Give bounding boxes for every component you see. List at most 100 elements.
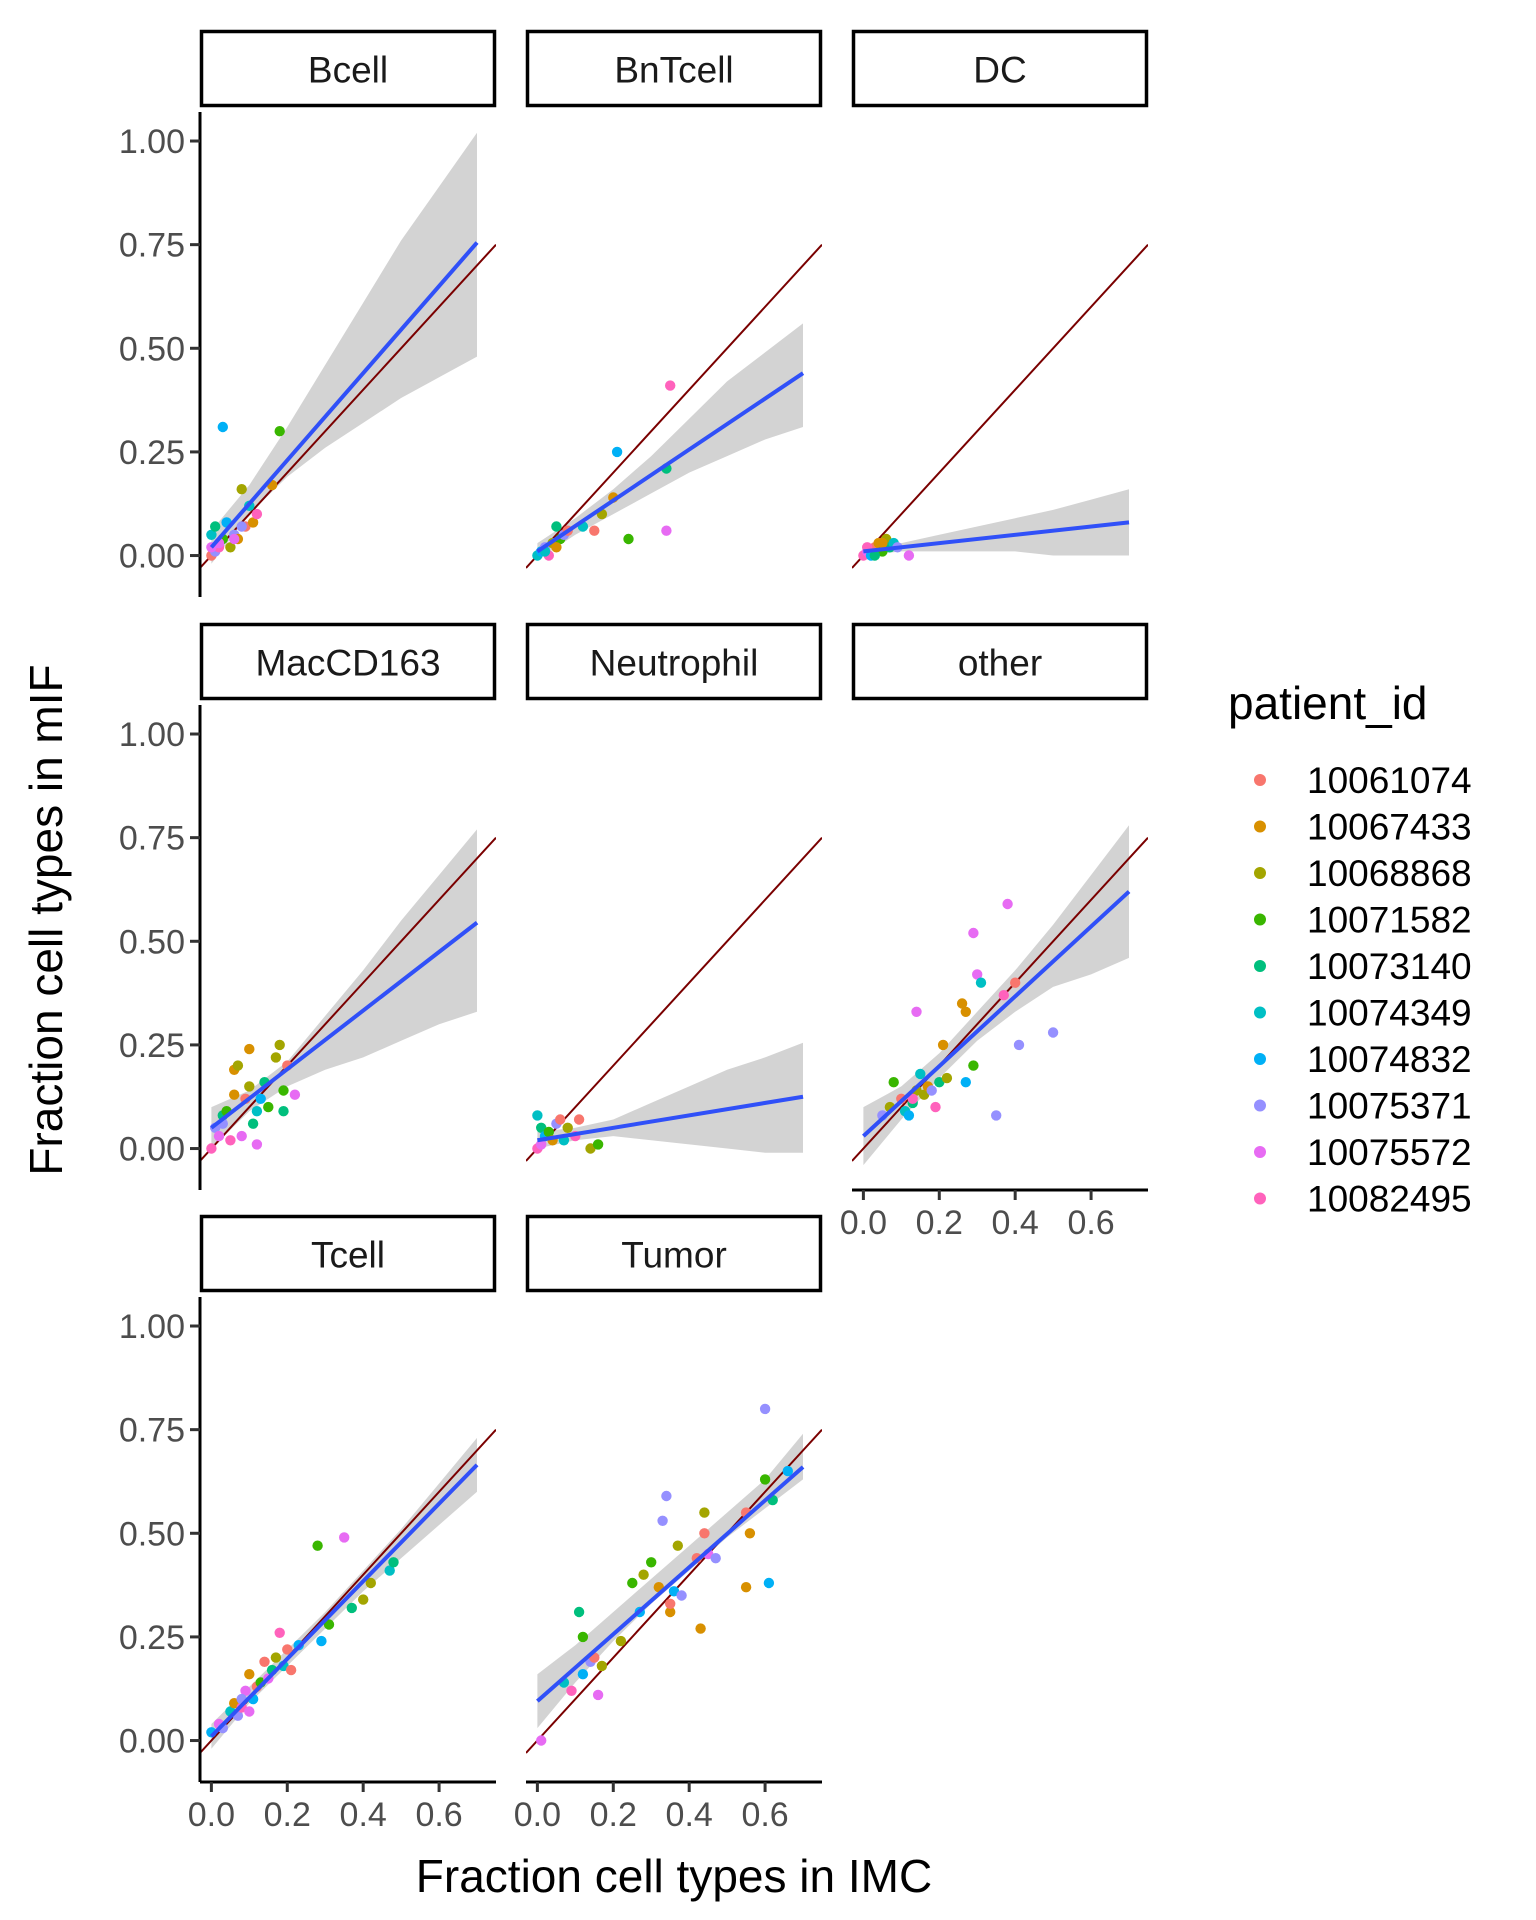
data-point — [213, 1130, 225, 1142]
data-point — [740, 1582, 752, 1593]
plot-area — [526, 1403, 822, 1754]
data-point — [695, 1623, 706, 1634]
facet-strip — [199, 29, 497, 108]
legend-label: 10075572 — [1307, 1132, 1472, 1173]
identity-line — [200, 836, 496, 1162]
y-tick-label: 0.00 — [119, 1131, 185, 1169]
data-point — [282, 1644, 293, 1655]
x-tick-label: 0.2 — [590, 1796, 637, 1834]
data-point — [536, 1122, 547, 1134]
legend-label: 10071582 — [1307, 900, 1472, 941]
data-point — [623, 533, 634, 545]
data-point — [611, 446, 623, 458]
data-point — [274, 426, 285, 437]
data-point — [937, 1039, 949, 1051]
legend-item: 10061074 — [1254, 760, 1472, 801]
legend-label: 10061074 — [1307, 760, 1472, 801]
y-tick-label: 1.00 — [119, 123, 185, 161]
data-point — [888, 1077, 899, 1088]
legend: patient_id 10061074 10067433 10068868 10071… — [1228, 677, 1472, 1220]
facet-strip-label: MacCD163 — [255, 643, 440, 684]
x-tick-label: 0.2 — [264, 1796, 311, 1834]
data-point — [274, 1627, 285, 1639]
facets-layer: Bcell 0.00 0.25 0.50 0.75 1.00 BnTcell DC MacCD1… — [119, 29, 1149, 1834]
legend-item: 10075371 — [1254, 1086, 1472, 1127]
data-point — [577, 1669, 589, 1680]
data-point — [930, 1101, 941, 1113]
data-point — [566, 1685, 577, 1697]
y-tick-label: 0.00 — [119, 1723, 185, 1761]
data-point — [998, 990, 1009, 1001]
data-point — [384, 1565, 395, 1576]
data-point — [346, 1602, 357, 1614]
y-tick-label: 0.75 — [119, 1412, 185, 1450]
data-point — [232, 1060, 244, 1071]
data-point — [236, 521, 247, 532]
data-point — [244, 1043, 255, 1055]
y-tick-label: 0.50 — [119, 330, 185, 368]
facet-dc: DC — [851, 29, 1149, 569]
data-point — [592, 1139, 604, 1150]
data-point — [782, 1465, 793, 1477]
legend-item: 10071582 — [1254, 900, 1472, 941]
regression-line — [536, 1465, 805, 1703]
data-point — [638, 1569, 649, 1580]
data-point — [270, 1052, 282, 1063]
plot-area — [200, 1428, 496, 1754]
legend-item: 10075572 — [1254, 1132, 1472, 1173]
regression-line — [209, 241, 479, 549]
legend-key — [1254, 1146, 1266, 1158]
legend-label: 10068868 — [1307, 853, 1472, 894]
data-point — [236, 484, 247, 495]
data-point — [1002, 898, 1013, 910]
facet-strip — [199, 622, 497, 701]
data-point — [316, 1635, 327, 1647]
legend-key — [1254, 1099, 1266, 1112]
data-point — [926, 1085, 937, 1096]
data-point — [1047, 1027, 1059, 1038]
data-point — [278, 1106, 289, 1117]
data-point — [274, 1039, 285, 1051]
data-point — [918, 1089, 930, 1100]
x-axis-title: Fraction cell types in IMC — [416, 1850, 932, 1902]
facet-bcell: Bcell 0.00 0.25 0.50 0.75 1.00 — [119, 29, 497, 597]
plot-area — [526, 836, 822, 1162]
data-point — [236, 1130, 247, 1142]
y-tick-label: 0.50 — [119, 923, 185, 961]
data-point — [759, 1403, 771, 1415]
regression-line — [863, 520, 1130, 554]
data-point — [251, 508, 263, 520]
facet-strip — [525, 1214, 823, 1293]
facet-strip-label: BnTcell — [614, 50, 733, 91]
facet-tumor: Tumor 0.0 0.2 0.4 0.6 — [514, 1214, 823, 1834]
data-point — [907, 1093, 918, 1105]
facet-strip-label: Neutrophil — [590, 643, 759, 684]
legend-key — [1254, 1053, 1266, 1065]
data-point — [536, 1735, 547, 1746]
data-point — [323, 1619, 335, 1630]
data-point — [668, 1586, 680, 1597]
data-point — [573, 1114, 585, 1125]
identity-line — [852, 243, 1148, 569]
data-point — [358, 1594, 369, 1605]
facet-strip — [851, 29, 1149, 108]
data-point — [596, 1660, 608, 1672]
legend-label: 10067433 — [1307, 807, 1472, 848]
data-point — [210, 521, 221, 532]
data-point — [869, 550, 880, 561]
data-point — [365, 1577, 376, 1589]
x-tick-label: 0.0 — [514, 1796, 561, 1834]
y-tick-label: 0.75 — [119, 820, 185, 858]
x-tick-label: 0.4 — [992, 1204, 1039, 1242]
data-point — [388, 1557, 399, 1568]
data-point — [763, 1577, 775, 1589]
data-point — [339, 1532, 350, 1543]
data-point — [991, 1110, 1002, 1121]
confidence-band — [211, 829, 477, 1149]
data-point — [661, 1490, 672, 1502]
legend-key — [1254, 867, 1266, 879]
data-point — [259, 1656, 270, 1668]
legend-item: 10074832 — [1254, 1039, 1472, 1080]
y-tick-label: 0.25 — [119, 434, 185, 472]
data-point — [903, 550, 915, 561]
